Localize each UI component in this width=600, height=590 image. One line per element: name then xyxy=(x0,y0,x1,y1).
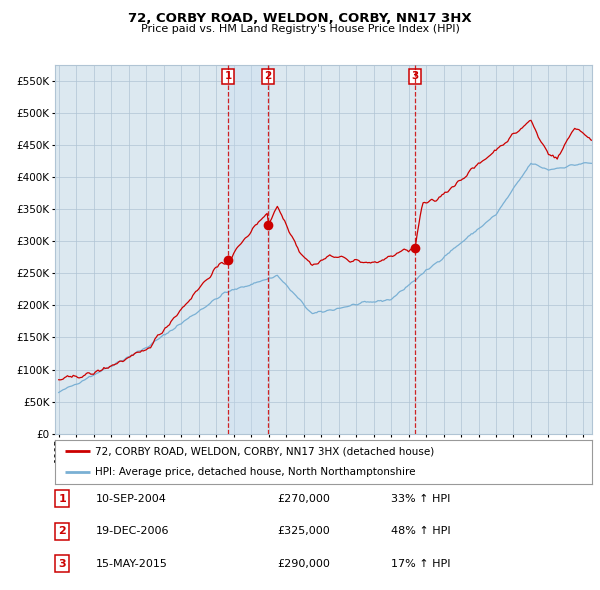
Text: 17% ↑ HPI: 17% ↑ HPI xyxy=(391,559,451,569)
Text: 15-MAY-2015: 15-MAY-2015 xyxy=(96,559,168,569)
Text: 72, CORBY ROAD, WELDON, CORBY, NN17 3HX (detached house): 72, CORBY ROAD, WELDON, CORBY, NN17 3HX … xyxy=(95,447,435,457)
Text: 2: 2 xyxy=(264,71,272,81)
Text: 48% ↑ HPI: 48% ↑ HPI xyxy=(391,526,451,536)
Text: £290,000: £290,000 xyxy=(277,559,330,569)
Text: £325,000: £325,000 xyxy=(277,526,330,536)
Text: 1: 1 xyxy=(58,494,66,504)
Text: 19-DEC-2006: 19-DEC-2006 xyxy=(96,526,170,536)
Text: 72, CORBY ROAD, WELDON, CORBY, NN17 3HX: 72, CORBY ROAD, WELDON, CORBY, NN17 3HX xyxy=(128,12,472,25)
Text: 10-SEP-2004: 10-SEP-2004 xyxy=(96,494,167,504)
Text: 3: 3 xyxy=(58,559,66,569)
Text: 33% ↑ HPI: 33% ↑ HPI xyxy=(391,494,451,504)
Text: 1: 1 xyxy=(224,71,232,81)
Text: Price paid vs. HM Land Registry's House Price Index (HPI): Price paid vs. HM Land Registry's House … xyxy=(140,24,460,34)
Text: £270,000: £270,000 xyxy=(277,494,330,504)
Bar xyxy=(228,65,268,434)
Text: HPI: Average price, detached house, North Northamptonshire: HPI: Average price, detached house, Nort… xyxy=(95,467,416,477)
Text: 2: 2 xyxy=(58,526,66,536)
Text: 3: 3 xyxy=(412,71,419,81)
